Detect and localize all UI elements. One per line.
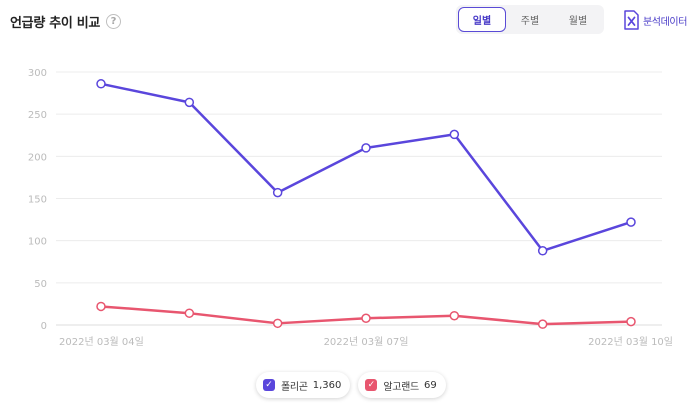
legend-label: 폴리곤 (281, 381, 308, 393)
tab-daily[interactable]: 일별 (458, 7, 506, 32)
y-tick-label: 300 (28, 68, 47, 79)
excel-icon (624, 10, 639, 30)
data-point[interactable] (626, 316, 636, 327)
series-line-1 (100, 82, 632, 253)
export-data-button[interactable]: 분석데이터 (623, 10, 687, 30)
legend-item-series-2[interactable]: ✓ 알고랜드 69 (358, 372, 446, 398)
data-point[interactable] (361, 313, 371, 324)
x-tick-label: 2022년 03월 10일 (588, 336, 673, 348)
legend-label: 알고랜드 (383, 381, 419, 393)
export-label: 분석데이터 (643, 16, 688, 28)
data-point[interactable] (184, 97, 195, 108)
data-point[interactable] (537, 246, 548, 256)
legend-item-series-1[interactable]: ✓ 폴리곤 1,360 (256, 372, 351, 398)
data-point[interactable] (449, 129, 460, 140)
y-tick-label: 50 (34, 279, 47, 290)
checkbox-checked-icon: ✓ (263, 379, 275, 391)
legend: ✓ 폴리곤 1,360 ✓ 알고랜드 69 (256, 372, 446, 398)
y-tick-label: 150 (28, 195, 47, 206)
data-point[interactable] (184, 308, 195, 318)
data-point[interactable] (272, 187, 283, 198)
y-tick-label: 100 (28, 237, 47, 248)
data-point[interactable] (626, 217, 636, 227)
help-icon[interactable]: ? (106, 13, 122, 29)
legend-total: 69 (423, 379, 437, 391)
chart-header: 언급량 추이 비교 ? (10, 9, 122, 33)
data-point[interactable] (96, 79, 106, 89)
data-point[interactable] (96, 301, 106, 312)
data-point[interactable] (537, 319, 548, 329)
x-tick-label: 2022년 03월 04일 (59, 336, 144, 348)
data-point[interactable] (272, 318, 283, 329)
legend-total: 1,360 (312, 379, 342, 391)
y-tick-label: 250 (28, 110, 47, 121)
tab-weekly[interactable]: 주별 (520, 16, 540, 27)
chart-title: 언급량 추이 비교 (10, 15, 101, 31)
data-point[interactable] (449, 310, 460, 321)
y-tick-label: 200 (28, 152, 47, 163)
y-tick-label: 0 (41, 321, 47, 332)
data-point[interactable] (361, 143, 371, 153)
tab-monthly[interactable]: 월별 (568, 16, 588, 27)
x-tick-label: 2022년 03월 07일 (324, 336, 409, 348)
period-toggle: 일별 주별 월별 (456, 5, 604, 34)
checkbox-checked-icon: ✓ (365, 379, 378, 391)
